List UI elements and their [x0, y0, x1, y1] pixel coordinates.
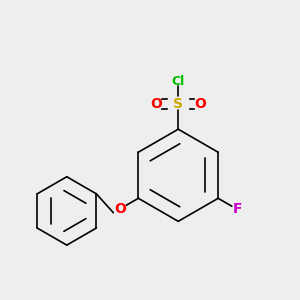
Text: F: F: [233, 202, 242, 216]
Text: O: O: [150, 97, 162, 111]
Text: S: S: [173, 97, 183, 111]
Text: O: O: [195, 97, 206, 111]
Text: Cl: Cl: [172, 75, 185, 88]
Text: O: O: [114, 202, 126, 216]
